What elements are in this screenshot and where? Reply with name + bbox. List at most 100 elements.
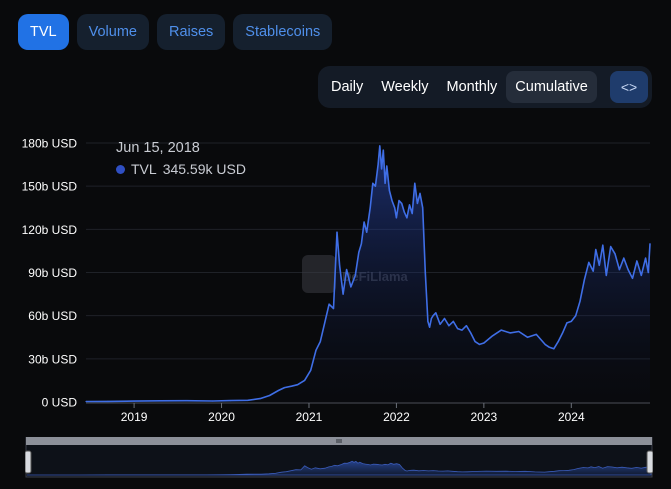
brush-area bbox=[27, 460, 652, 476]
tvl-area bbox=[86, 145, 650, 402]
monthly-button[interactable]: Monthly bbox=[446, 79, 498, 95]
llama-logo-icon bbox=[302, 255, 336, 293]
y-tick-label: 150b USD bbox=[22, 180, 78, 194]
data-point bbox=[350, 286, 352, 288]
data-point bbox=[372, 182, 374, 184]
data-point bbox=[614, 253, 616, 255]
series-dot-icon bbox=[116, 164, 125, 174]
chart-tooltip: Jun 15, 2018 TVL 345.59k USD bbox=[116, 140, 246, 177]
data-point bbox=[544, 343, 546, 345]
data-point bbox=[388, 189, 390, 192]
data-point bbox=[366, 231, 368, 233]
x-tick-label: 2023 bbox=[471, 410, 498, 424]
y-tick-label: 90b USD bbox=[28, 266, 77, 280]
tooltip-date: Jun 15, 2018 bbox=[116, 140, 200, 156]
data-point bbox=[562, 332, 564, 334]
data-point bbox=[310, 369, 312, 371]
x-tick-label: 2019 bbox=[121, 410, 148, 424]
data-point bbox=[315, 349, 317, 351]
data-point bbox=[229, 400, 231, 402]
data-point bbox=[424, 271, 426, 274]
data-point bbox=[414, 182, 416, 184]
tab-raises[interactable]: Raises bbox=[156, 14, 226, 50]
data-point bbox=[377, 164, 379, 166]
data-point bbox=[452, 320, 454, 322]
data-point bbox=[553, 348, 555, 350]
data-point bbox=[401, 202, 403, 204]
tooltip-series-name: TVL bbox=[131, 161, 157, 177]
data-point bbox=[461, 329, 463, 331]
data-point bbox=[382, 149, 384, 151]
data-point bbox=[598, 264, 600, 266]
x-tick-label: 2024 bbox=[558, 410, 585, 424]
data-point bbox=[570, 320, 572, 322]
data-point bbox=[297, 384, 299, 386]
tab-stablecoins[interactable]: Stablecoins bbox=[233, 14, 333, 50]
data-point bbox=[283, 387, 286, 389]
x-tick-label: 2022 bbox=[383, 410, 410, 424]
data-point bbox=[435, 312, 437, 314]
data-point bbox=[548, 346, 551, 348]
y-tick-label: 0 USD bbox=[42, 396, 78, 410]
data-point bbox=[647, 271, 649, 274]
data-point bbox=[360, 243, 362, 245]
x-tick-label: 2021 bbox=[296, 410, 323, 424]
data-point bbox=[358, 251, 360, 253]
y-tick-label: 60b USD bbox=[28, 309, 77, 323]
tooltip-row: TVL 345.59k USD bbox=[116, 161, 246, 177]
data-point bbox=[332, 307, 335, 310]
data-point bbox=[432, 315, 434, 317]
tab-volume[interactable]: Volume bbox=[76, 14, 149, 50]
data-point bbox=[430, 317, 432, 320]
data-point bbox=[509, 332, 511, 334]
brush-left-handle[interactable] bbox=[25, 450, 32, 474]
tab-tvl[interactable]: TVL bbox=[18, 14, 69, 50]
data-point bbox=[339, 264, 341, 266]
data-point bbox=[386, 165, 388, 167]
data-point bbox=[518, 330, 520, 333]
data-point bbox=[379, 145, 381, 147]
data-point bbox=[483, 342, 485, 344]
data-point bbox=[448, 325, 450, 327]
data-point bbox=[535, 333, 537, 335]
data-point bbox=[354, 274, 356, 276]
data-point bbox=[636, 260, 638, 262]
data-point bbox=[290, 385, 293, 387]
data-point bbox=[363, 221, 365, 223]
granularity-toggle: Daily Weekly Monthly Cumulative <> bbox=[318, 66, 652, 108]
daily-button[interactable]: Daily bbox=[331, 79, 364, 95]
data-point bbox=[406, 217, 408, 219]
x-tick-label: 2020 bbox=[208, 410, 235, 424]
data-point bbox=[474, 341, 476, 343]
data-point bbox=[618, 269, 621, 271]
series-tvl bbox=[85, 145, 651, 403]
brush-grip-icon bbox=[336, 439, 342, 443]
data-point bbox=[470, 332, 472, 334]
data-point bbox=[595, 248, 597, 251]
embed-code-button[interactable]: <> bbox=[610, 71, 648, 103]
cumulative-button[interactable]: Cumulative bbox=[506, 71, 597, 103]
data-point bbox=[627, 269, 629, 271]
data-point bbox=[186, 400, 188, 402]
data-point bbox=[623, 257, 625, 259]
data-point bbox=[133, 400, 135, 402]
brush-right-handle[interactable] bbox=[646, 450, 653, 474]
data-point bbox=[247, 399, 249, 401]
brush-series bbox=[27, 460, 652, 476]
data-point bbox=[492, 335, 494, 337]
data-point bbox=[277, 389, 279, 392]
data-point bbox=[427, 320, 429, 322]
weekly-button[interactable]: Weekly bbox=[381, 79, 429, 95]
data-point bbox=[602, 244, 604, 246]
data-point bbox=[346, 269, 348, 271]
range-brush[interactable] bbox=[25, 437, 653, 479]
data-point bbox=[631, 277, 634, 279]
data-point bbox=[457, 328, 459, 330]
data-point bbox=[395, 217, 397, 219]
data-point bbox=[381, 168, 383, 170]
y-tick-label: 120b USD bbox=[22, 223, 78, 237]
data-point bbox=[419, 192, 421, 194]
data-point bbox=[579, 300, 581, 302]
data-point bbox=[605, 274, 607, 276]
